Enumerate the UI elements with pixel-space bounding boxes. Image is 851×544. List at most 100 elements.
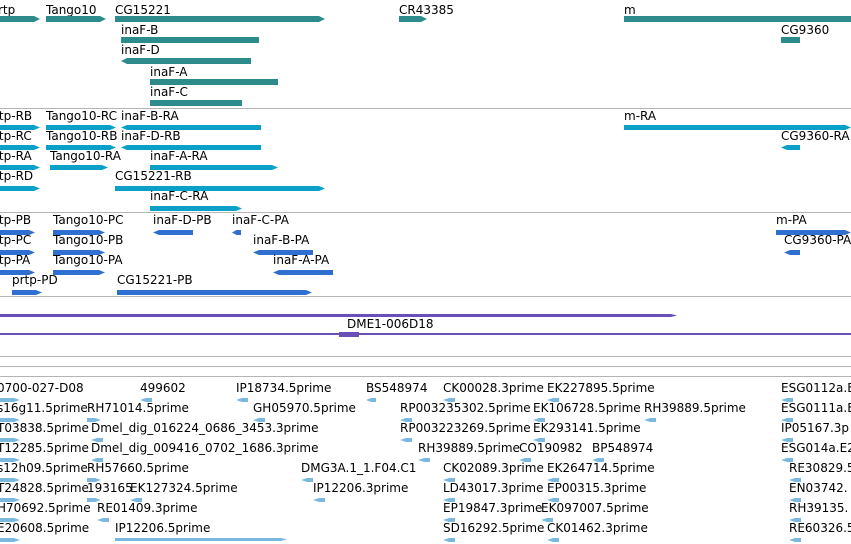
feature-label[interactable]: inaF-B-RA bbox=[121, 109, 179, 123]
feature-label[interactable]: Tango10-PC bbox=[53, 213, 124, 227]
feature-bar[interactable] bbox=[301, 478, 313, 482]
feature-bar[interactable] bbox=[130, 498, 142, 502]
feature-label[interactable]: rtp-PB bbox=[0, 213, 32, 227]
feature-bar[interactable] bbox=[140, 398, 152, 402]
feature-label[interactable]: EK127324.5prime bbox=[130, 481, 238, 495]
feature-bar[interactable] bbox=[91, 458, 103, 462]
feature-label[interactable]: EK264714.5prime bbox=[547, 461, 655, 475]
feature-bar[interactable] bbox=[789, 538, 801, 542]
feature-bar[interactable] bbox=[0, 314, 677, 317]
feature-label[interactable]: CK02089.3prime bbox=[443, 461, 544, 475]
feature-label[interactable]: Tango10-RB bbox=[46, 129, 118, 143]
feature-label[interactable]: inaF-B-PA bbox=[253, 233, 310, 247]
feature-bar[interactable] bbox=[541, 518, 553, 522]
feature-bar[interactable] bbox=[399, 16, 427, 22]
feature-bar[interactable] bbox=[115, 16, 325, 22]
feature-label[interactable]: RH71014.5prime bbox=[87, 401, 189, 415]
feature-bar[interactable] bbox=[121, 37, 259, 43]
feature-label[interactable]: RP003223269.5prime bbox=[400, 421, 531, 435]
feature-label[interactable]: rtp-RD bbox=[0, 169, 34, 183]
feature-bar[interactable] bbox=[519, 458, 531, 462]
feature-label[interactable]: CK00028.3prime bbox=[443, 381, 544, 395]
feature-bar[interactable] bbox=[443, 498, 455, 502]
feature-bar[interactable] bbox=[0, 333, 851, 335]
feature-label[interactable]: T12285.5prime bbox=[0, 441, 89, 455]
feature-label[interactable]: inaF-D bbox=[121, 43, 160, 57]
feature-label[interactable]: EK097007.5prime bbox=[541, 501, 649, 515]
feature-label[interactable]: CG9360-RA bbox=[781, 129, 850, 143]
feature-bar[interactable] bbox=[253, 418, 265, 422]
feature-label[interactable]: rtp bbox=[0, 3, 16, 17]
feature-label[interactable]: inaF-B bbox=[121, 23, 159, 37]
feature-bar[interactable] bbox=[53, 250, 105, 255]
feature-bar[interactable] bbox=[781, 145, 800, 150]
feature-bar[interactable] bbox=[400, 418, 412, 422]
feature-bar[interactable] bbox=[313, 498, 325, 502]
feature-bar[interactable] bbox=[624, 16, 851, 22]
feature-bar[interactable] bbox=[624, 125, 851, 130]
feature-bar[interactable] bbox=[0, 518, 20, 522]
feature-label[interactable]: 0700-027-D08 bbox=[0, 381, 84, 395]
feature-label[interactable]: EK227895.5prime bbox=[547, 381, 655, 395]
feature-bar[interactable] bbox=[150, 100, 242, 106]
feature-bar[interactable] bbox=[789, 518, 801, 522]
feature-label[interactable]: T24828.5prime bbox=[0, 481, 89, 495]
feature-label[interactable]: DME1-006D18 bbox=[347, 317, 434, 331]
feature-bar[interactable] bbox=[87, 418, 101, 422]
feature-bar[interactable] bbox=[789, 478, 801, 482]
feature-label[interactable]: CG9360 bbox=[781, 23, 830, 37]
feature-bar[interactable] bbox=[253, 250, 313, 255]
feature-bar[interactable] bbox=[547, 498, 559, 502]
feature-bar[interactable] bbox=[0, 16, 40, 22]
feature-label[interactable]: DMG3A.1_1.F04.C1 bbox=[301, 461, 417, 475]
feature-bar[interactable] bbox=[443, 478, 455, 482]
feature-bar[interactable] bbox=[12, 290, 42, 295]
feature-label[interactable]: ESG014a.E2 bbox=[781, 441, 851, 455]
feature-label[interactable]: inaF-C-RA bbox=[150, 189, 209, 203]
feature-bar[interactable] bbox=[789, 498, 801, 502]
feature-bar[interactable] bbox=[443, 538, 455, 542]
feature-label[interactable]: EP19847.3prime bbox=[443, 501, 543, 515]
feature-label[interactable]: rtp-PC bbox=[0, 233, 32, 247]
feature-bar[interactable] bbox=[339, 332, 359, 337]
feature-bar[interactable] bbox=[121, 125, 261, 130]
feature-label[interactable]: Dmel_dig_016224_0686_3453.3prime bbox=[91, 421, 319, 435]
feature-label[interactable]: m-RA bbox=[624, 109, 657, 123]
feature-bar[interactable] bbox=[533, 418, 545, 422]
feature-bar[interactable] bbox=[153, 230, 193, 235]
feature-label[interactable]: RH39135. bbox=[789, 501, 849, 515]
feature-bar[interactable] bbox=[0, 478, 20, 482]
feature-bar[interactable] bbox=[232, 230, 241, 235]
feature-label[interactable]: inaF-A bbox=[150, 65, 188, 79]
feature-label[interactable]: rtp-PA bbox=[0, 253, 31, 267]
feature-label[interactable]: inaF-A-RA bbox=[150, 149, 208, 163]
feature-label[interactable]: EP00315.3prime bbox=[547, 481, 647, 495]
feature-label[interactable]: RP003235302.5prime bbox=[400, 401, 531, 415]
feature-bar[interactable] bbox=[781, 458, 793, 462]
feature-label[interactable]: m bbox=[624, 3, 636, 17]
feature-bar[interactable] bbox=[0, 250, 35, 255]
feature-label[interactable]: CR43385 bbox=[399, 3, 454, 17]
feature-bar[interactable] bbox=[547, 398, 559, 402]
feature-label[interactable]: E20608.5prime bbox=[0, 521, 90, 535]
feature-bar[interactable] bbox=[87, 498, 101, 502]
feature-label[interactable]: Dmel_dig_009416_0702_1686.3prime bbox=[91, 441, 319, 455]
feature-bar[interactable] bbox=[533, 438, 545, 442]
feature-bar[interactable] bbox=[0, 538, 20, 542]
feature-label[interactable]: Tango10 bbox=[46, 3, 97, 17]
feature-bar[interactable] bbox=[91, 438, 103, 442]
feature-bar[interactable] bbox=[46, 16, 106, 22]
feature-bar[interactable] bbox=[776, 230, 851, 235]
feature-label[interactable]: prtp-PD bbox=[12, 273, 58, 287]
feature-bar[interactable] bbox=[547, 538, 559, 542]
feature-label[interactable]: RE60326.5 bbox=[789, 521, 851, 535]
feature-bar[interactable] bbox=[592, 458, 604, 462]
feature-label[interactable]: IP18734.5prime bbox=[236, 381, 332, 395]
feature-bar[interactable] bbox=[443, 398, 455, 402]
feature-bar[interactable] bbox=[0, 398, 20, 402]
feature-label[interactable]: RH39889.5prime bbox=[644, 401, 746, 415]
feature-label[interactable]: Tango10-PA bbox=[53, 253, 123, 267]
feature-label[interactable]: Tango10-RC bbox=[46, 109, 117, 123]
feature-label[interactable]: rtp-RA bbox=[0, 149, 32, 163]
feature-label[interactable]: inaF-A-PA bbox=[273, 253, 330, 267]
